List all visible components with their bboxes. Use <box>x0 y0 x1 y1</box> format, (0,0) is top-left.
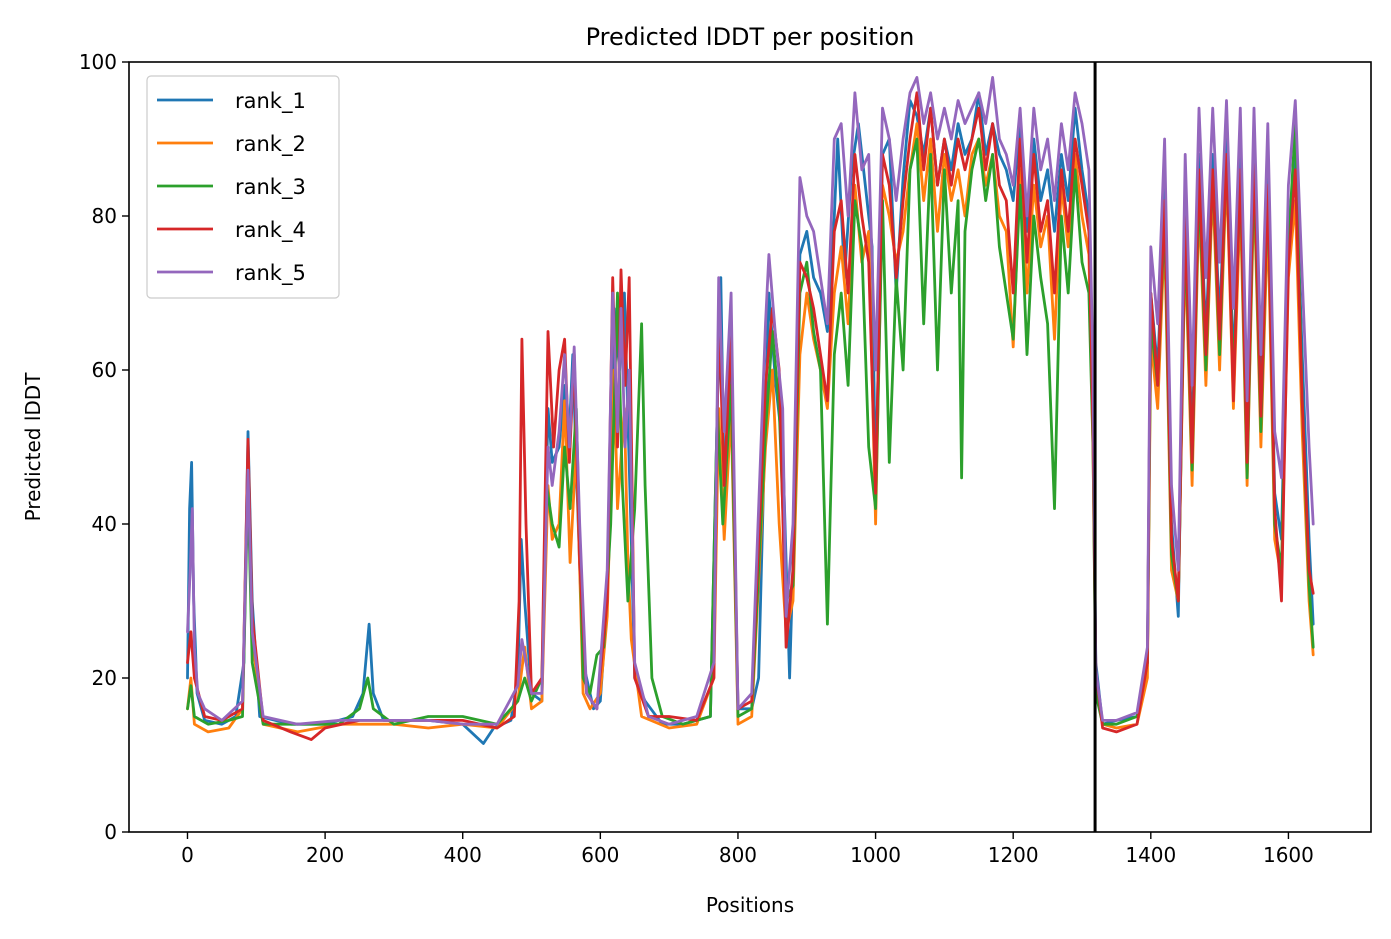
y-axis-label: Predicted lDDT <box>21 372 45 522</box>
y-tick-label: 0 <box>104 820 117 844</box>
legend-box <box>146 75 340 299</box>
legend-label-rank_2: rank_2 <box>235 132 306 157</box>
x-tick-label: 0 <box>181 843 194 867</box>
x-tick-label: 1600 <box>1263 843 1314 867</box>
legend-entries: rank_1 rank_2 rank_3 rank_4 rank_5 <box>157 89 306 286</box>
x-tick-label: 1200 <box>988 843 1039 867</box>
legend-label-rank_4: rank_4 <box>235 218 306 243</box>
chart-title: Predicted lDDT per position <box>586 23 915 51</box>
x-tick-label: 1000 <box>850 843 901 867</box>
legend-label-rank_5: rank_5 <box>235 261 306 286</box>
y-tick-label: 20 <box>92 666 117 690</box>
y-tick-label: 60 <box>92 358 117 382</box>
x-tick-label: 400 <box>444 843 482 867</box>
series-layer <box>186 76 1315 745</box>
x-tick-label: 200 <box>306 843 344 867</box>
y-tick-label: 40 <box>92 512 117 536</box>
x-tick-label: 600 <box>581 843 619 867</box>
x-axis-label: Positions <box>706 893 794 917</box>
series-line-rank_5 <box>186 76 1315 726</box>
x-tick-label: 1400 <box>1125 843 1176 867</box>
legend-label-rank_1: rank_1 <box>235 89 306 114</box>
plot-area-frame <box>128 61 1372 833</box>
x-axis-ticks: 0 200 400 600 800 1000 1200 1400 1600 <box>181 832 1314 867</box>
x-tick-label: 800 <box>719 843 757 867</box>
legend-label-rank_3: rank_3 <box>235 175 306 200</box>
y-axis-ticks: 0 20 40 60 80 100 <box>79 50 129 844</box>
legend: rank_1 rank_2 rank_3 rank_4 rank_5 <box>146 75 340 299</box>
y-tick-label: 80 <box>92 204 117 228</box>
y-tick-label: 100 <box>79 50 117 74</box>
